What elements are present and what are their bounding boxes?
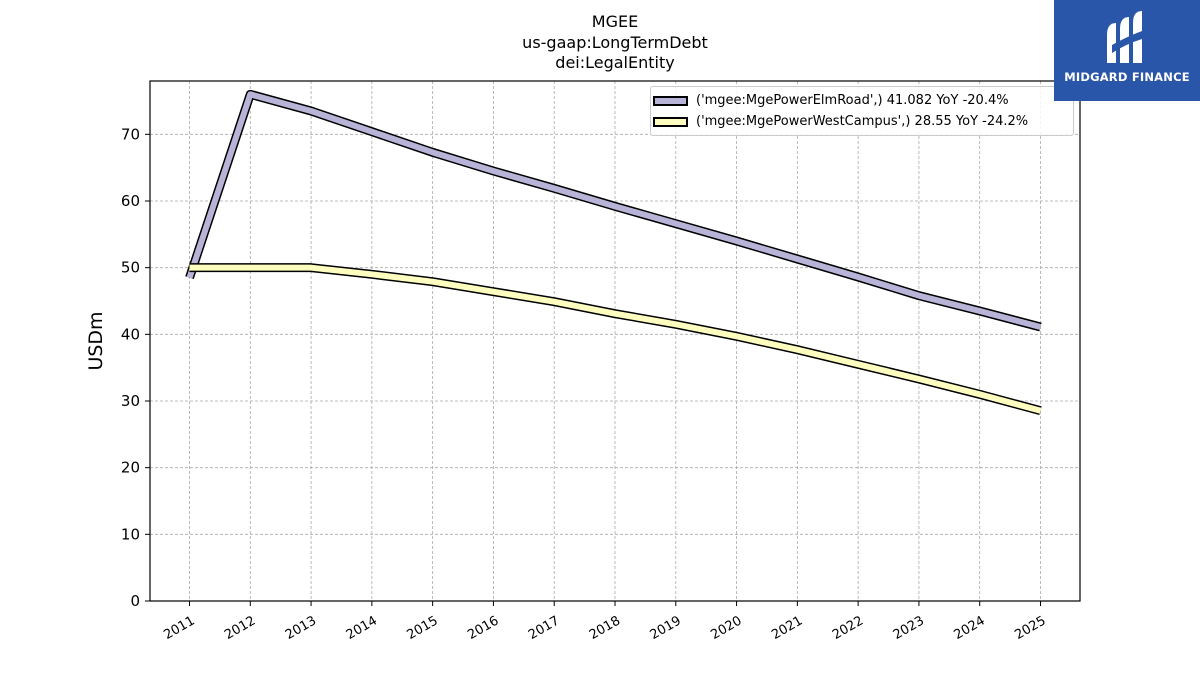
x-tick-label: 2013 [283,613,319,643]
legend-item-west-campus: ('mgee:MgePowerWestCampus',) 28.55 YoY -… [651,112,1071,132]
x-tick-label: 2012 [222,613,258,643]
x-tick-label: 2019 [648,613,684,643]
y-tick-label: 60 [121,192,140,210]
series-lines [185,89,1042,416]
y-tick-label: 40 [121,325,140,343]
legend-item-elm-road: ('mgee:MgePowerElmRoad',) 41.082 YoY -20… [651,91,1071,111]
x-axis: 2011 2012 2013 2014 2015 2016 2017 2018 2019 2020… [161,601,1048,643]
y-axis: 0 10 20 30 40 50 60 70 [121,125,150,610]
x-tick-label: 2014 [344,613,380,643]
x-tick-label: 2017 [526,613,562,643]
x-tick-label: 2025 [1012,613,1048,643]
legend-swatch-west-campus [653,117,688,127]
chart-title-line-3: dei:LegalEntity [555,53,675,72]
midgard-finance-logo-icon [1107,11,1142,63]
chart-title-line-2: us-gaap:LongTermDebt [522,33,708,52]
logo-text: MIDGARD FINANCE [1064,70,1190,84]
y-tick-label: 50 [121,259,140,277]
x-tick-label: 2021 [769,613,805,643]
y-tick-label: 30 [121,392,140,410]
x-tick-label: 2011 [161,613,197,643]
x-tick-label: 2023 [891,613,927,643]
x-tick-label: 2016 [465,613,501,643]
legend-label-elm-road: ('mgee:MgePowerElmRoad',) 41.082 YoY -20… [696,93,1009,108]
y-tick-label: 10 [121,525,140,543]
x-tick-label: 2022 [830,613,866,643]
y-tick-label: 20 [121,459,140,477]
chart-legend: ('mgee:MgePowerElmRoad',) 41.082 YoY -20… [650,86,1074,136]
legend-label-west-campus: ('mgee:MgePowerWestCampus',) 28.55 YoY -… [696,114,1029,129]
x-tick-label: 2024 [952,613,988,643]
midgard-finance-logo: MIDGARD FINANCE [1054,0,1200,101]
chart-title-line-1: MGEE [591,12,639,31]
y-tick-label: 70 [121,125,140,143]
y-tick-label: 0 [130,592,140,610]
grid-lines [150,81,1080,602]
legend-swatch-elm-road [653,96,688,106]
x-tick-label: 2018 [587,613,623,643]
y-axis-label: USDm [85,311,107,370]
x-tick-label: 2015 [404,613,440,643]
x-tick-label: 2020 [708,613,744,643]
